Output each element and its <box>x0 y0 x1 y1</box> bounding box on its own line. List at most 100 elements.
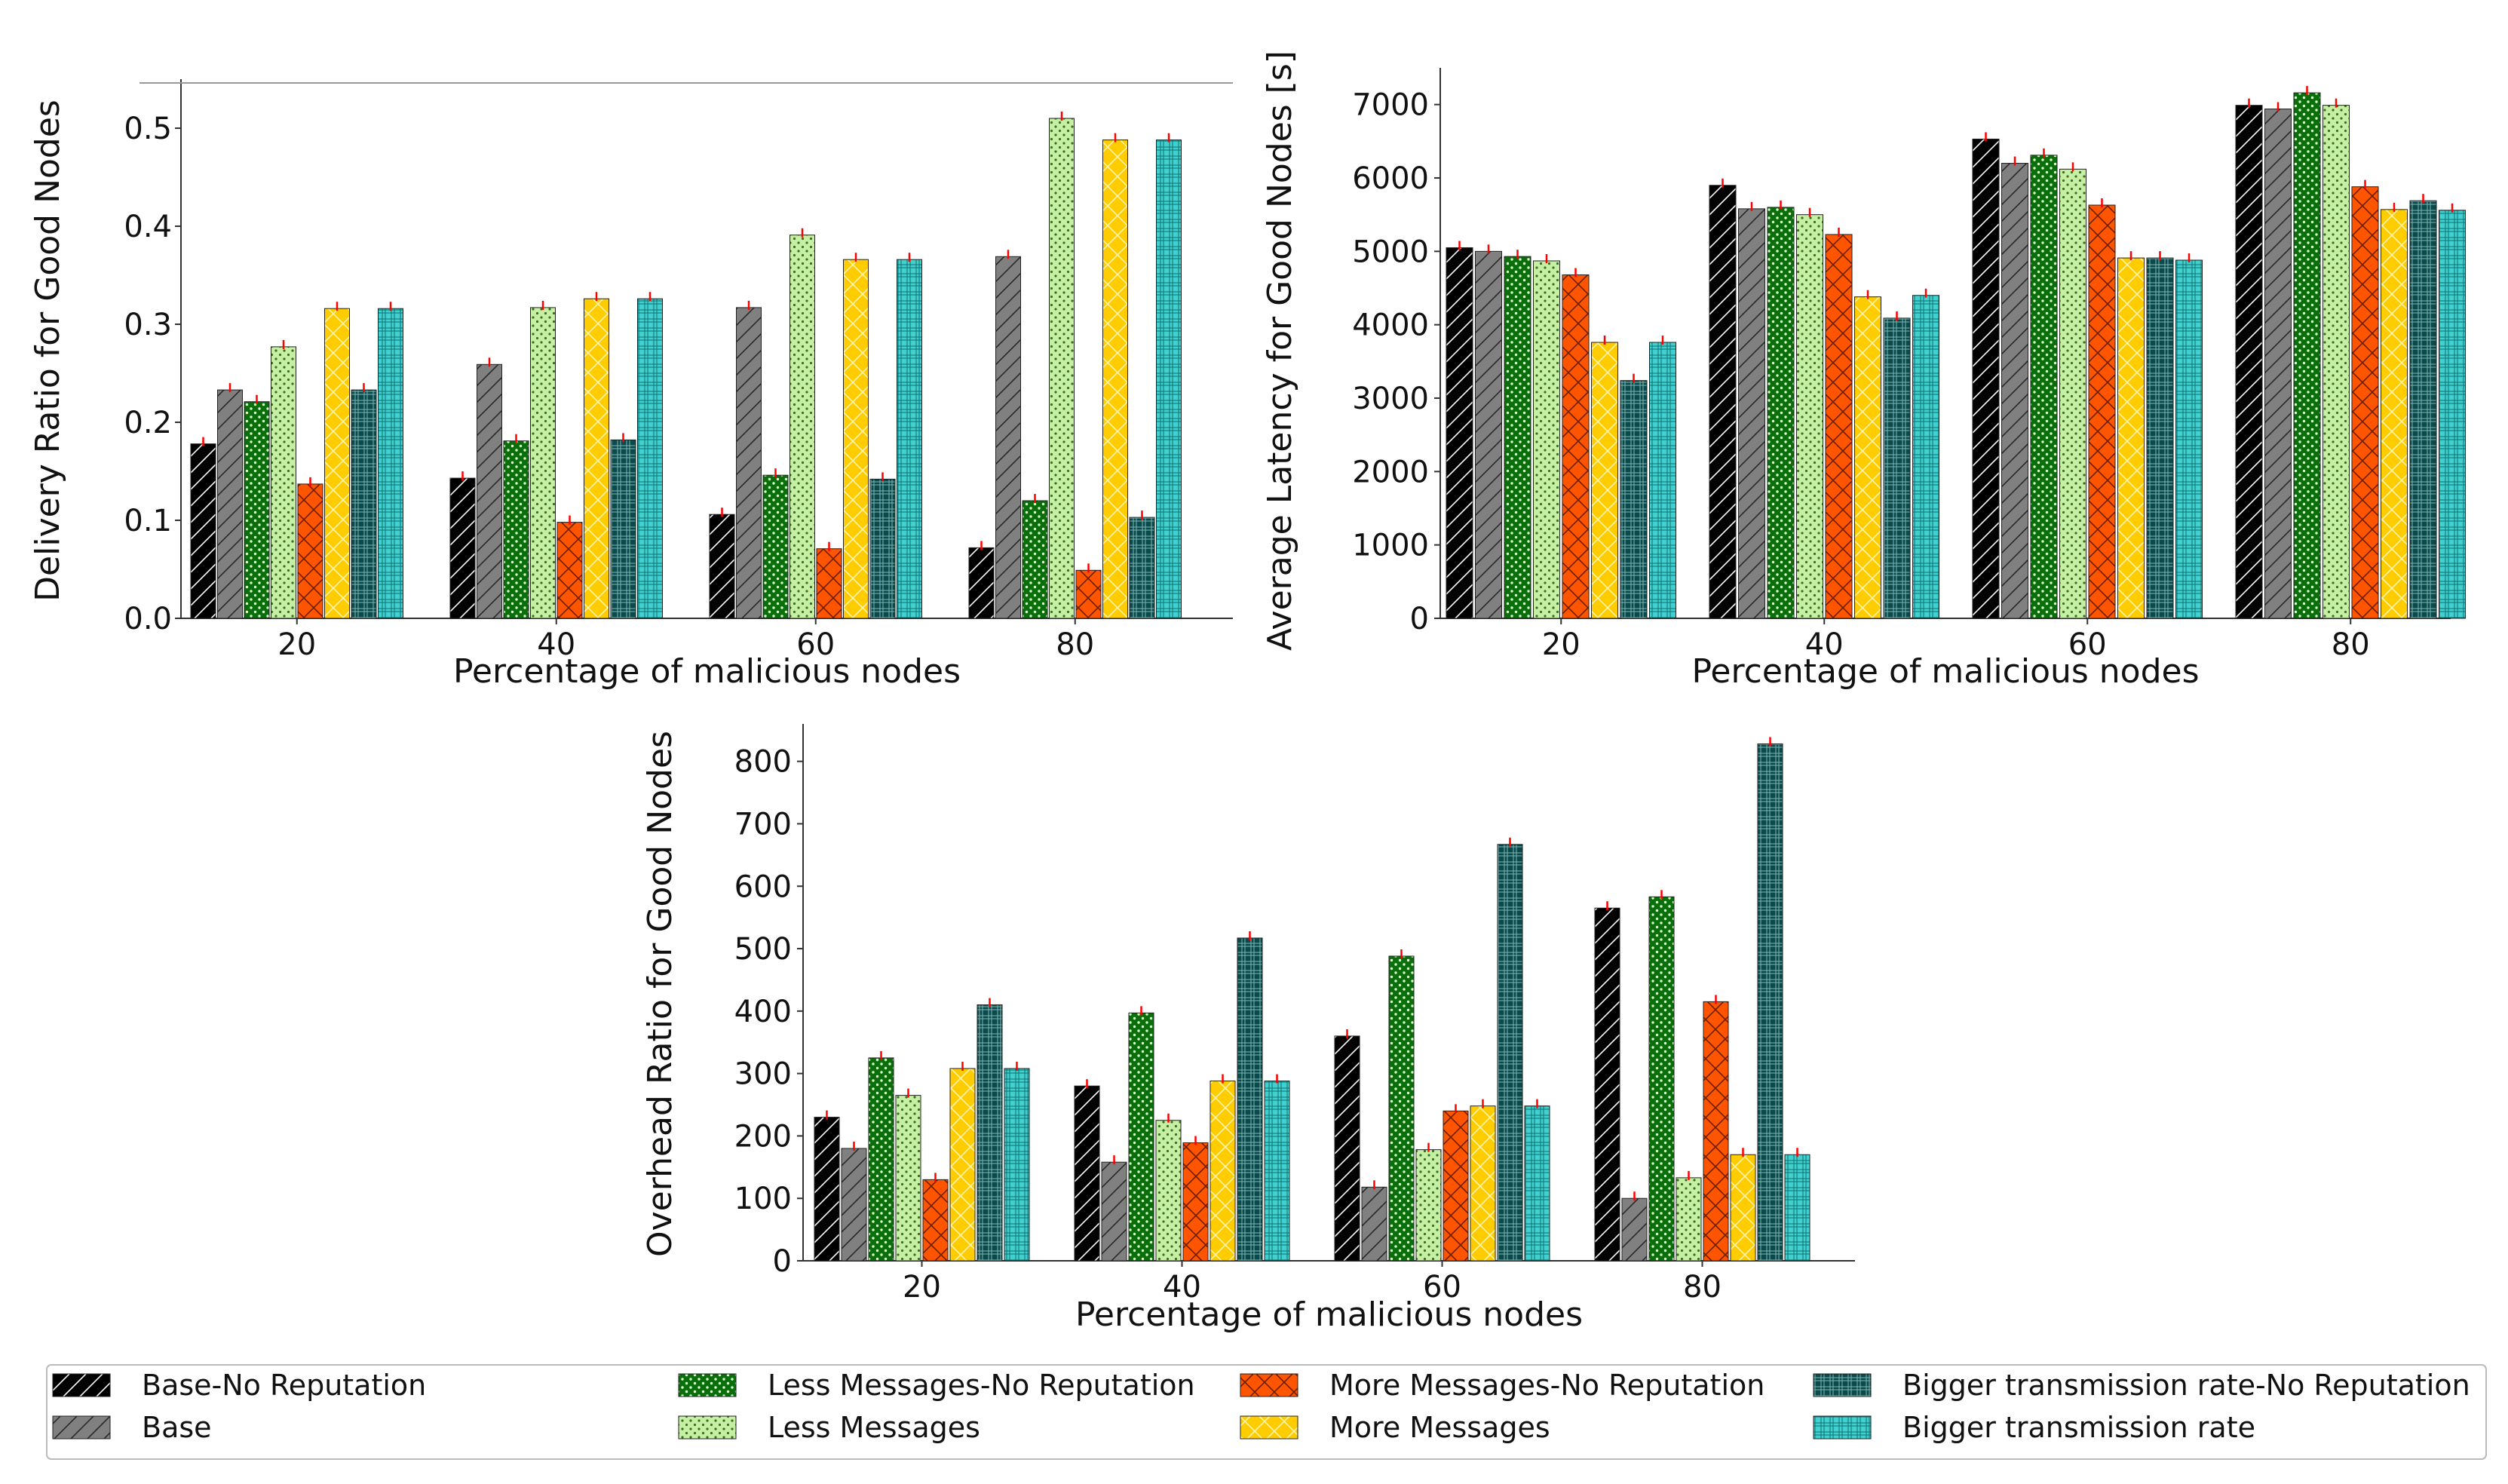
bar <box>2293 92 2321 619</box>
y-tick-label: 500 <box>734 932 792 967</box>
bar <box>995 256 1021 619</box>
bar <box>1004 1068 1030 1262</box>
bar <box>1334 1035 1360 1262</box>
bar <box>637 298 663 619</box>
y-tick-label: 6000 <box>1352 161 1429 196</box>
legend-swatch <box>52 1415 111 1440</box>
bar <box>1155 1120 1182 1262</box>
average-latency-chart: 0 1000 2000 3000 4000 5000 6000 7000 20 40 60 80 Per… <box>1261 51 2466 691</box>
x-tick-label: 80 <box>2332 627 2370 662</box>
bar <box>968 547 995 619</box>
bar <box>1182 1142 1209 1262</box>
bar <box>949 1068 976 1262</box>
bar <box>1022 500 1048 619</box>
legend-swatch <box>678 1373 737 1397</box>
legend-label: Less Messages <box>768 1411 980 1444</box>
bar <box>2059 168 2086 619</box>
y-tick-label: 2000 <box>1352 455 1429 489</box>
bar <box>1912 295 1939 619</box>
bar <box>1767 207 1795 619</box>
legend-label: More Messages-No Reputation <box>1329 1369 1764 1402</box>
y-tick-label: 400 <box>734 995 792 1029</box>
bar <box>610 439 636 619</box>
bar <box>1854 296 1881 619</box>
bar <box>897 259 922 619</box>
x-tick-label: 60 <box>796 627 835 662</box>
y-tick-label: 200 <box>734 1119 792 1154</box>
legend-swatch <box>1813 1373 1872 1397</box>
bar <box>869 478 896 619</box>
average-latency-x-axis-label: Percentage of malicious nodes <box>1691 652 2199 691</box>
bar <box>736 307 762 619</box>
bar <box>378 308 403 619</box>
bar <box>1264 1081 1290 1262</box>
bar <box>1129 517 1155 619</box>
bar <box>1594 907 1620 1262</box>
legend: Base-No Reputation Less Messages-No Reput… <box>46 1364 2487 1460</box>
bar <box>449 477 476 619</box>
bar <box>1883 317 1911 619</box>
bar <box>814 1117 840 1262</box>
bar <box>1703 1001 1729 1262</box>
bar <box>895 1095 921 1262</box>
legend-swatch <box>678 1415 737 1440</box>
overhead-ratio-chart: 0 100 200 300 400 500 600 700 800 20 40 60 80 Percent… <box>641 724 1855 1334</box>
bar <box>1504 256 1531 619</box>
average-latency-y-axis-label: Average Latency for Good Nodes [s] <box>1261 51 1299 651</box>
x-tick-label: 40 <box>1805 627 1844 662</box>
delivery-ratio-x-axis-label: Percentage of malicious nodes <box>453 652 961 691</box>
legend-label: Base-No Reputation <box>142 1369 426 1402</box>
bar <box>1972 138 2000 619</box>
y-tick-label: 0.2 <box>124 406 172 440</box>
bar <box>789 235 815 619</box>
bar <box>1562 274 1590 619</box>
bar <box>190 443 216 619</box>
bar <box>1620 380 1648 619</box>
legend-swatch <box>1240 1415 1298 1440</box>
bar <box>1730 1154 1756 1262</box>
overhead-ratio-x-axis-label: Percentage of malicious nodes <box>1075 1295 1583 1334</box>
bar <box>1074 1085 1100 1262</box>
bar <box>2264 109 2292 619</box>
bar <box>2001 163 2028 619</box>
bar <box>1156 140 1182 619</box>
legend-swatch <box>1813 1415 1872 1440</box>
bar <box>584 298 609 619</box>
bar <box>2439 210 2466 619</box>
bar <box>2146 257 2174 619</box>
bar <box>1475 250 1502 619</box>
bar <box>2381 209 2408 619</box>
y-tick-label: 0 <box>773 1244 792 1279</box>
y-tick-label: 4000 <box>1352 308 1429 343</box>
bar <box>762 474 789 619</box>
legend-label: More Messages <box>1329 1411 1550 1444</box>
bar <box>2351 186 2379 619</box>
x-tick-label: 20 <box>903 1270 941 1305</box>
bar <box>324 308 350 619</box>
x-tick-label: 80 <box>1056 627 1094 662</box>
bar <box>1101 1161 1127 1262</box>
x-tick-label: 20 <box>277 627 316 662</box>
bar <box>351 389 377 619</box>
bar <box>1676 1177 1702 1262</box>
bar <box>1446 247 1473 619</box>
y-tick-label: 0.4 <box>124 210 172 244</box>
x-tick-label: 20 <box>1542 627 1581 662</box>
bar <box>709 514 735 619</box>
bar <box>530 307 556 619</box>
bar <box>271 346 296 619</box>
bar <box>1784 1154 1810 1262</box>
bar <box>1825 234 1853 619</box>
bar <box>1470 1105 1496 1262</box>
bar <box>2323 105 2350 619</box>
bar <box>1649 342 1676 619</box>
legend-frame <box>46 1364 2487 1460</box>
y-tick-label: 5000 <box>1352 235 1429 269</box>
bar <box>556 522 583 619</box>
bar <box>1757 743 1783 1262</box>
bar <box>1388 955 1415 1262</box>
y-tick-label: 600 <box>734 869 792 904</box>
bar <box>841 1148 867 1262</box>
bar <box>244 401 270 619</box>
